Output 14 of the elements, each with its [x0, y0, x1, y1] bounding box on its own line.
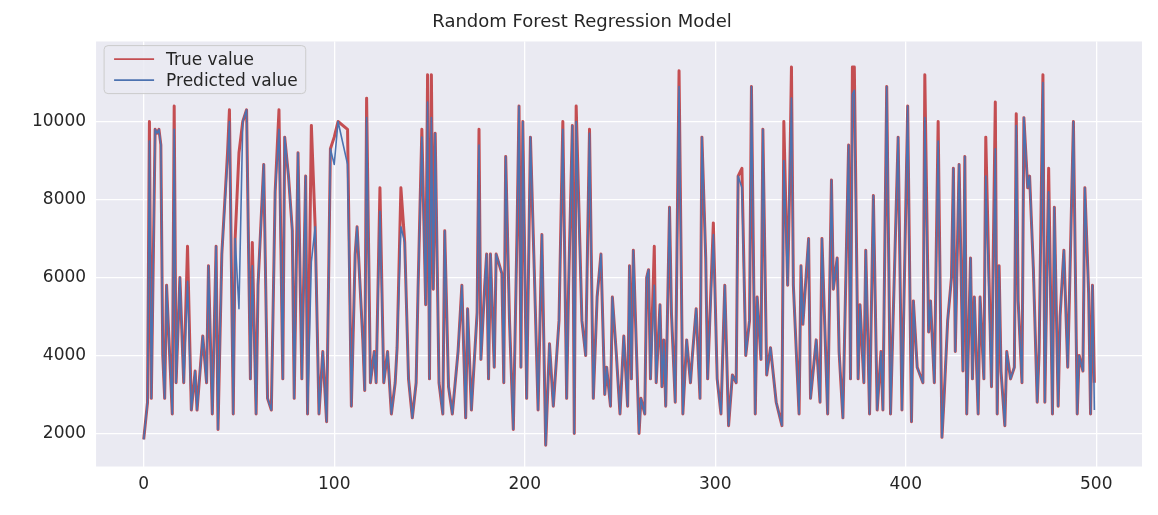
x-tick-label: 0 — [138, 473, 150, 494]
x-tick-label: 500 — [1080, 473, 1113, 494]
y-tick-label: 6000 — [42, 265, 87, 286]
y-tick-label: 8000 — [42, 187, 87, 208]
x-tick-label: 200 — [508, 473, 541, 494]
legend-label: Predicted value — [166, 69, 298, 90]
y-tick-label: 4000 — [42, 343, 87, 364]
y-tick-label: 10000 — [31, 109, 87, 130]
x-tick-label: 100 — [318, 473, 351, 494]
chart-title: Random Forest Regression Model — [432, 10, 732, 32]
x-tick-label: 400 — [889, 473, 922, 494]
x-tick-label: 300 — [699, 473, 732, 494]
y-tick-label: 2000 — [42, 421, 87, 442]
legend-label: True value — [165, 48, 255, 69]
